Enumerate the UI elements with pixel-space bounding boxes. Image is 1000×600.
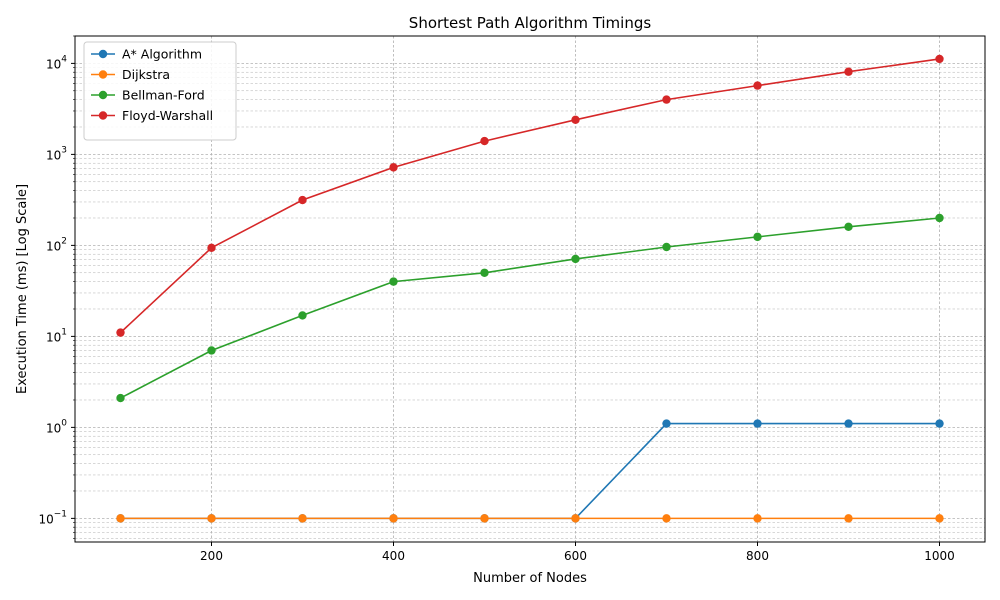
data-point [935,514,944,523]
data-point [844,514,853,523]
series-1 [116,514,944,523]
data-point [389,514,398,523]
data-point [662,95,671,104]
y-tick-label: 10−1 [38,509,67,526]
legend-swatch-marker [98,111,108,120]
data-point [844,419,853,428]
data-point [753,81,762,90]
data-point [298,195,307,205]
legend-item: Dijkstra [91,67,170,82]
chart-title: Shortest Path Algorithm Timings [409,14,652,32]
data-point [662,419,671,428]
data-point [480,268,489,277]
data-point [753,514,762,523]
data-point [753,419,762,428]
legend-label: Bellman-Ford [122,88,205,103]
data-point [207,514,216,523]
legend-swatch-marker [98,70,108,79]
legend-label: Dijkstra [122,67,170,82]
data-point [935,419,944,428]
y-tick-label: 104 [46,54,67,71]
data-point [389,277,398,286]
legend-item: Floyd-Warshall [91,108,213,123]
data-point [753,232,762,242]
data-point [480,136,489,146]
y-axis-label: Execution Time (ms) [Log Scale] [15,184,30,394]
data-point [480,514,489,523]
data-point [571,514,580,523]
x-axis-label: Number of Nodes [473,571,587,586]
data-point [571,254,580,264]
series-line [120,217,940,399]
x-tick-label: 1000 [924,549,955,563]
data-point [662,514,671,523]
y-tick-label: 103 [46,145,67,162]
data-point [207,346,216,355]
data-point [844,222,853,232]
data-point [116,514,125,523]
x-tick-label: 800 [746,549,769,563]
data-point [844,67,853,76]
data-point [116,328,125,337]
x-tick-label: 400 [382,549,405,563]
legend-item: A* Algorithm [91,47,202,62]
data-point [298,311,307,320]
legend: A* Algorithm Dijkstra Bellman-Ford Floyd-Wa… [83,41,237,141]
y-tick-label: 102 [46,236,67,253]
data-point [389,163,398,172]
x-tick-label: 200 [200,549,223,563]
data-point [207,243,216,253]
series-line [119,58,940,334]
legend-box [83,41,237,141]
legend-swatch-marker [98,49,108,59]
legend-label: Floyd-Warshall [122,108,213,123]
data-point [935,54,944,64]
y-tick-label: 101 [46,327,67,344]
legend-item: Bellman-Ford [91,88,205,103]
axis-ticks: 200 400 600 800 1000 10−1 100 101 102 103 104 [38,35,955,563]
y-tick-label: 100 [46,418,67,435]
x-tick-label: 600 [564,549,587,563]
data-point [116,393,125,403]
plot-frame [74,35,986,543]
data-point [935,213,944,223]
data-point [571,115,580,124]
series-layer [116,54,944,523]
legend-label: A* Algorithm [122,47,202,62]
data-point [298,514,307,523]
data-point [662,242,671,252]
series-2 [116,213,944,403]
legend-swatch-marker [98,90,108,100]
series-3 [116,54,944,337]
